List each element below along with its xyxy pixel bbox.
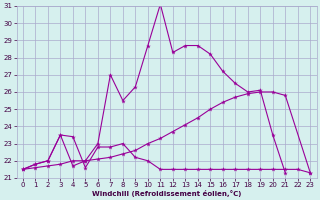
- X-axis label: Windchill (Refroidissement éolien,°C): Windchill (Refroidissement éolien,°C): [92, 190, 241, 197]
